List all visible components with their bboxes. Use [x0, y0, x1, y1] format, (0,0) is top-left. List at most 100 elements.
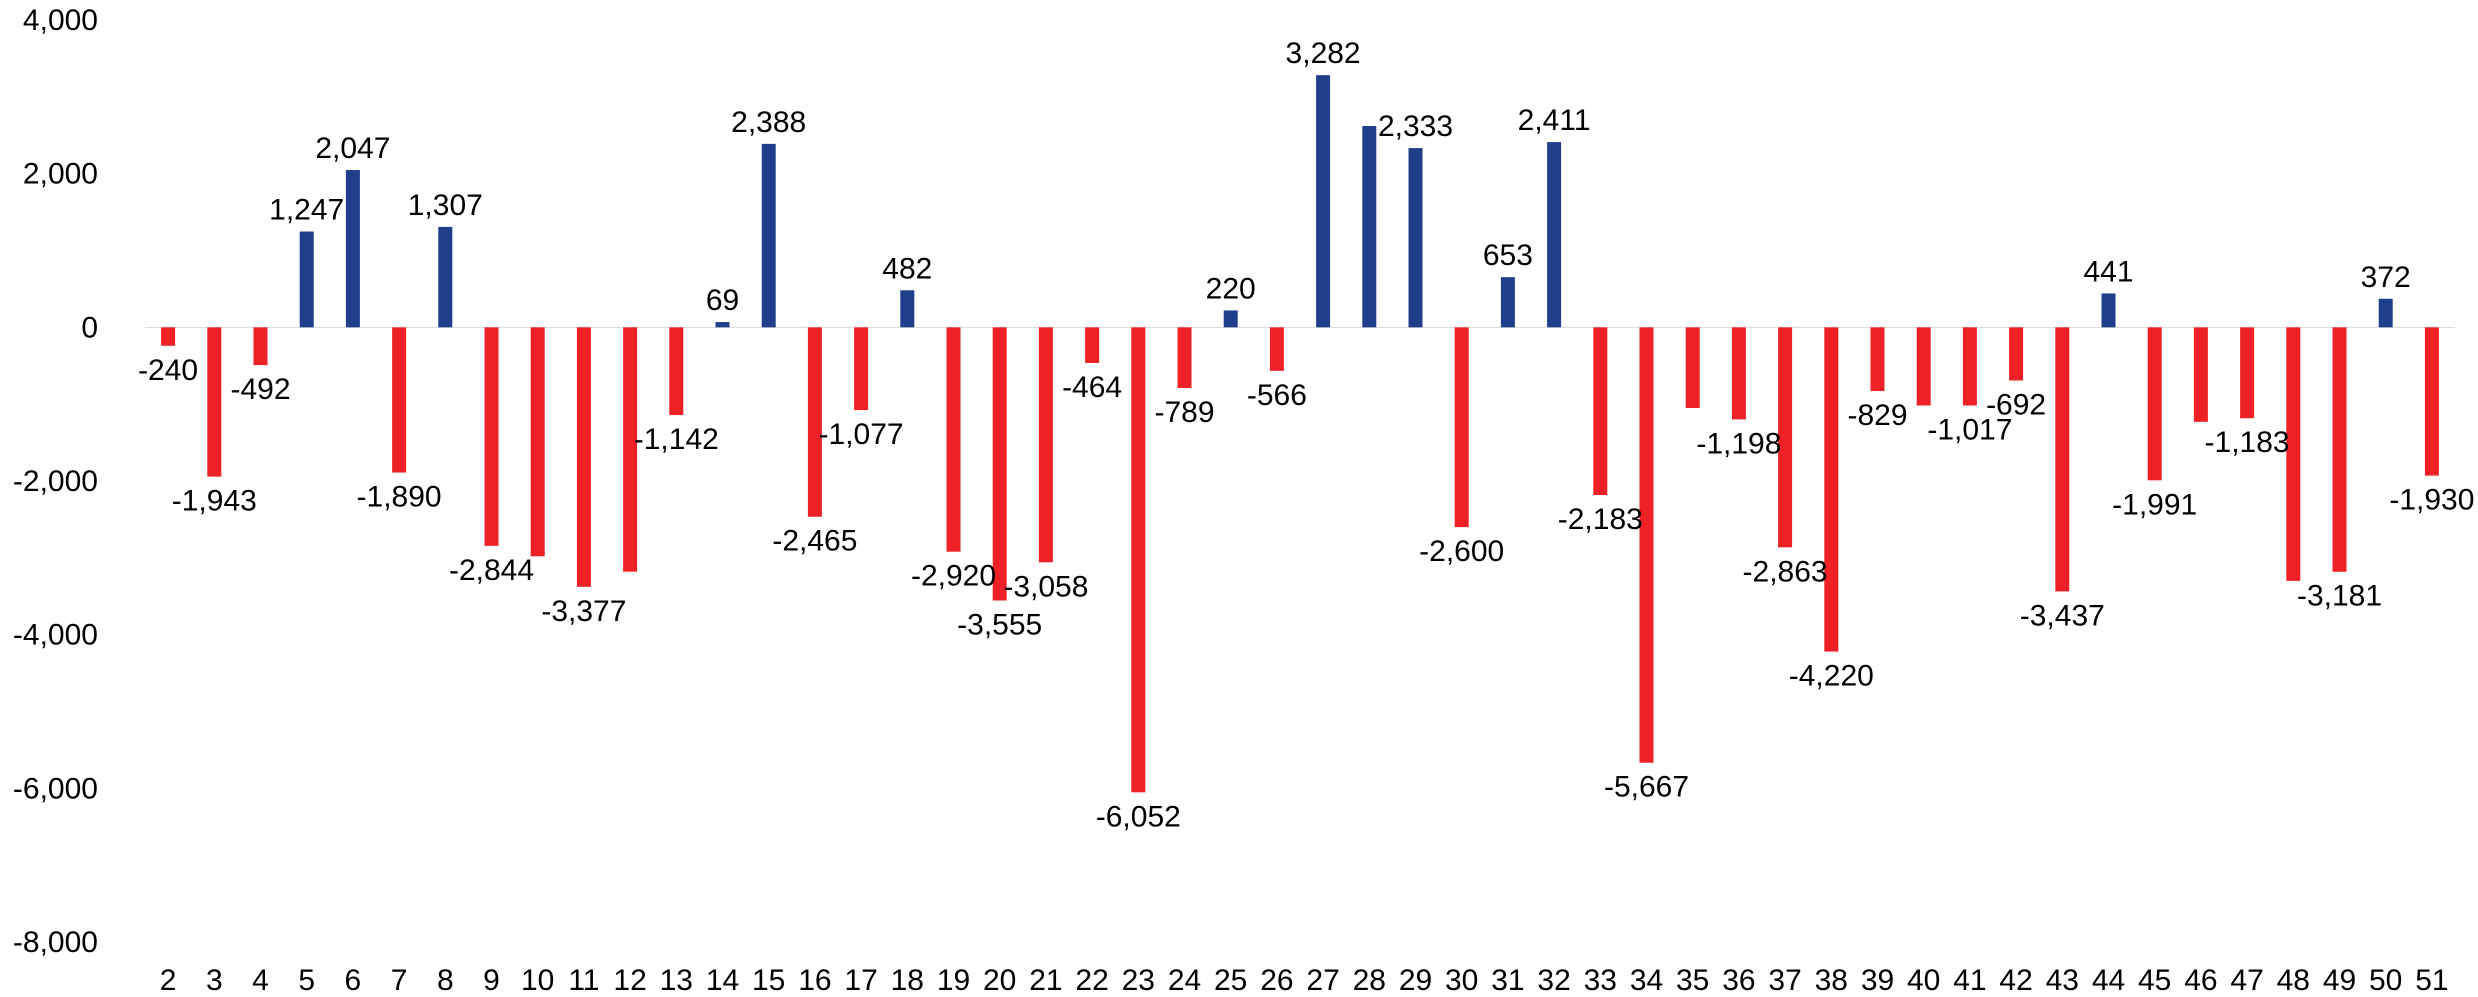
x-tick-label: 50 [2369, 964, 2402, 997]
data-label-8: 1,307 [408, 189, 483, 222]
x-tick-label: 15 [752, 964, 785, 997]
x-tick-label: 28 [1353, 964, 1386, 997]
x-tick-label: 29 [1399, 964, 1432, 997]
data-label-5: 1,247 [269, 194, 344, 227]
x-tick-label: 16 [798, 964, 831, 997]
data-label-2: -240 [138, 354, 198, 387]
data-label-22: -464 [1062, 371, 1122, 404]
x-tick-label: 39 [1861, 964, 1894, 997]
data-label-21: -3,058 [1003, 570, 1088, 603]
bar-46 [2193, 327, 2208, 422]
bar-33 [1593, 327, 1608, 496]
data-label-45: -1,991 [2112, 488, 2197, 521]
data-label-26: -566 [1247, 379, 1307, 412]
x-tick-label: 26 [1260, 964, 1293, 997]
x-tick-label: 44 [2092, 964, 2125, 997]
x-tick-label: 40 [1907, 964, 1940, 997]
x-tick-label: 42 [1999, 964, 2032, 997]
x-tick-label: 17 [844, 964, 877, 997]
y-tick-label: -2,000 [13, 465, 98, 498]
data-label-31: 653 [1483, 239, 1533, 272]
bar-11 [576, 327, 591, 587]
x-tick-label: 8 [437, 964, 454, 997]
data-label-50: 372 [2361, 261, 2411, 294]
bar-2 [161, 327, 176, 346]
bars [161, 75, 2439, 793]
x-axis-ticks: 2 3 4 5 6 7 8 9 10 11 12 13 14 15 16 17 18 19 20 21 22 23 24 25… [160, 964, 2449, 997]
bar-45 [2147, 327, 2162, 481]
y-tick-label: -6,000 [13, 772, 98, 805]
bar-38 [1824, 327, 1839, 652]
bar-48 [2286, 327, 2301, 581]
data-label-33: -2,183 [1558, 503, 1643, 536]
bar-32 [1547, 142, 1562, 328]
data-label-47: -1,183 [2205, 426, 2290, 459]
x-tick-label: 9 [483, 964, 500, 997]
data-label-34: -5,667 [1604, 771, 1689, 804]
data-label-15: 2,388 [731, 106, 806, 139]
data-label-7: -1,890 [357, 481, 442, 514]
x-tick-label: 43 [2046, 964, 2079, 997]
bar-13 [669, 327, 684, 416]
bar-36 [1731, 327, 1746, 420]
bar-27 [1316, 75, 1331, 328]
x-tick-label: 33 [1584, 964, 1617, 997]
data-label-25: 220 [1206, 272, 1256, 305]
x-tick-label: 31 [1491, 964, 1524, 997]
x-tick-label: 24 [1168, 964, 1201, 997]
bar-16 [807, 327, 822, 517]
bar-34 [1639, 327, 1654, 763]
data-label-37: -2,863 [1743, 555, 1828, 588]
x-tick-label: 10 [521, 964, 554, 997]
x-tick-label: 30 [1445, 964, 1478, 997]
x-tick-label: 34 [1630, 964, 1663, 997]
x-tick-label: 36 [1722, 964, 1755, 997]
bar-31 [1500, 277, 1515, 328]
data-label-51: -1,930 [2389, 484, 2474, 517]
bar-23 [1131, 327, 1146, 793]
bar-39 [1870, 327, 1885, 392]
data-label-13: -1,142 [634, 423, 719, 456]
data-label-14: 69 [706, 284, 739, 317]
x-tick-label: 49 [2323, 964, 2356, 997]
bar-51 [2424, 327, 2439, 476]
data-label-6: 2,047 [315, 132, 390, 165]
x-tick-label: 19 [937, 964, 970, 997]
bar-17 [854, 327, 869, 411]
bar-5 [299, 231, 314, 328]
data-label-30: -2,600 [1419, 535, 1504, 568]
bar-12 [623, 327, 638, 572]
bar-18 [900, 290, 915, 328]
data-label-41: -1,017 [1927, 413, 2012, 446]
bar-7 [392, 327, 407, 473]
bar-50 [2378, 298, 2393, 328]
bar-6 [345, 170, 360, 328]
data-label-23: -6,052 [1096, 800, 1181, 833]
y-axis-ticks: 4,000 2,000 0 -2,000 -4,000 -6,000 -8,000 [13, 4, 98, 959]
x-tick-label: 51 [2415, 964, 2448, 997]
bar-49 [2332, 327, 2347, 572]
bar-43 [2055, 327, 2070, 592]
bar-14 [715, 322, 730, 328]
data-label-17: -1,077 [819, 418, 904, 451]
y-tick-label: -4,000 [13, 619, 98, 652]
data-label-9: -2,844 [449, 554, 534, 587]
bar-15 [761, 143, 776, 328]
x-tick-label: 45 [2138, 964, 2171, 997]
y-tick-label: -8,000 [13, 926, 98, 959]
bar-24 [1177, 327, 1192, 388]
x-tick-label: 12 [613, 964, 646, 997]
x-tick-label: 6 [345, 964, 362, 997]
data-label-43: -3,437 [2020, 599, 2105, 632]
data-label-49: -3,181 [2297, 580, 2382, 613]
data-label-19: -2,920 [911, 560, 996, 593]
bar-35 [1685, 327, 1700, 409]
x-tick-label: 2 [160, 964, 177, 997]
x-tick-label: 46 [2184, 964, 2217, 997]
bar-22 [1085, 327, 1100, 363]
x-tick-label: 47 [2230, 964, 2263, 997]
data-label-24: -789 [1154, 396, 1214, 429]
x-tick-label: 20 [983, 964, 1016, 997]
x-tick-label: 4 [252, 964, 269, 997]
